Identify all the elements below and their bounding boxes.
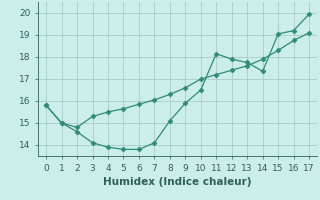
X-axis label: Humidex (Indice chaleur): Humidex (Indice chaleur) xyxy=(103,177,252,187)
